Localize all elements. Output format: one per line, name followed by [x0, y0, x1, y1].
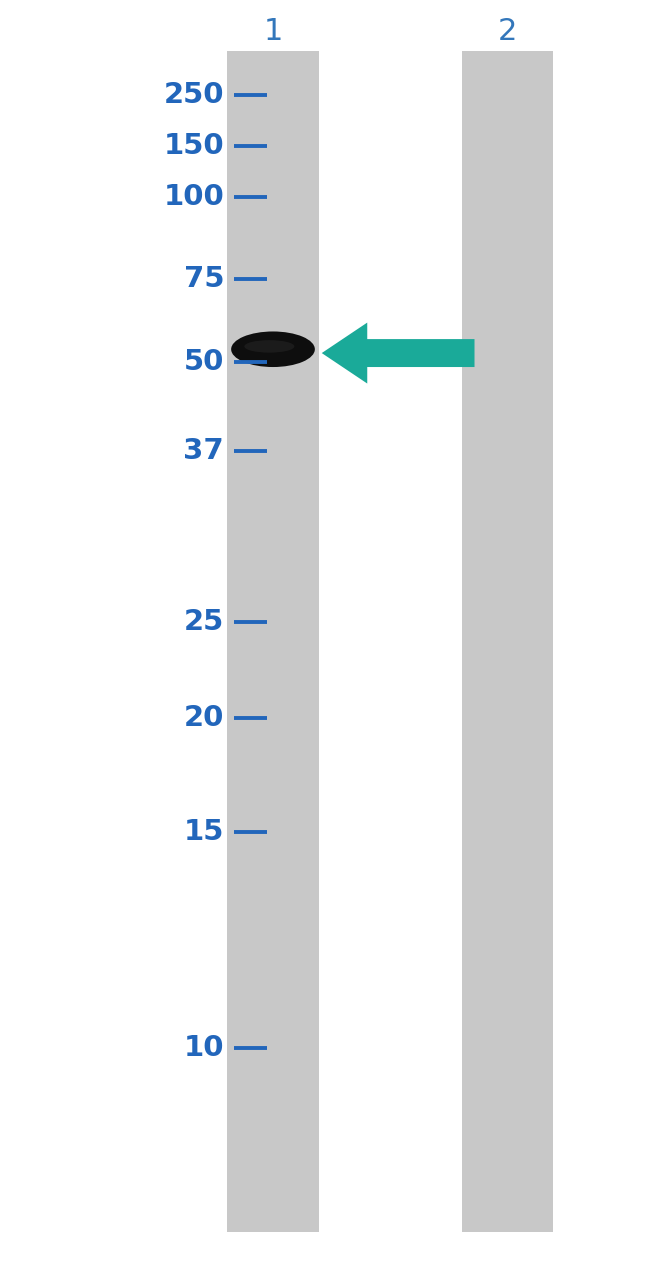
Text: 100: 100 [164, 183, 224, 211]
Text: 2: 2 [497, 18, 517, 46]
Ellipse shape [231, 331, 315, 367]
Text: 250: 250 [164, 81, 224, 109]
Text: 1: 1 [263, 18, 283, 46]
Ellipse shape [244, 340, 294, 353]
Text: 150: 150 [164, 132, 224, 160]
Bar [462, 51, 552, 1232]
Text: 25: 25 [184, 608, 224, 636]
Text: 75: 75 [184, 265, 224, 293]
Text: 37: 37 [183, 437, 224, 465]
Text: 20: 20 [184, 704, 224, 732]
Text: 15: 15 [184, 818, 224, 846]
Bar [227, 51, 318, 1232]
Text: 10: 10 [184, 1034, 224, 1062]
FancyArrow shape [322, 323, 474, 384]
Text: 50: 50 [184, 348, 224, 376]
